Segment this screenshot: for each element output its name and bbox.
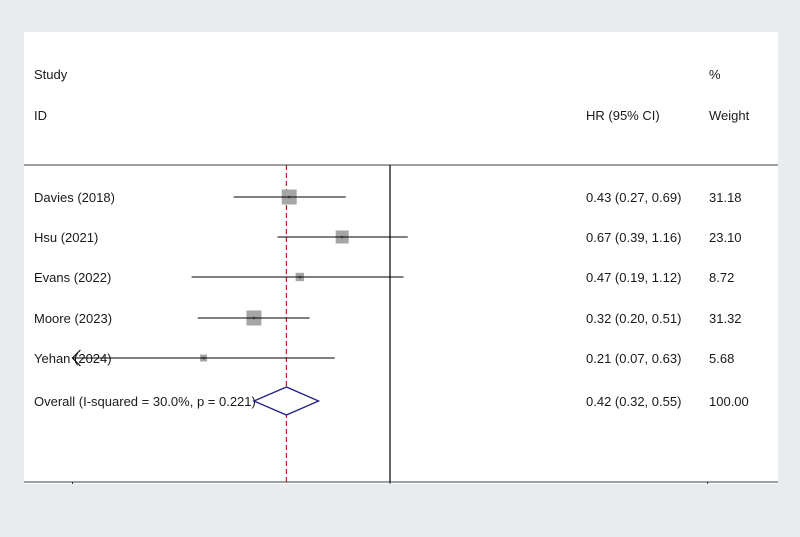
header-id: ID	[34, 108, 47, 123]
overall-hr-ci: 0.42 (0.32, 0.55)	[586, 394, 681, 409]
forest-plot: Study ID HR (95% CI) % Weight Davies (20…	[24, 67, 778, 484]
study-weight: 31.18	[709, 190, 742, 205]
study-hr-ci: 0.67 (0.39, 1.16)	[586, 230, 681, 245]
study-label: Hsu (2021)	[34, 230, 98, 245]
study-hr-ci: 0.21 (0.07, 0.63)	[586, 351, 681, 366]
study-hr-ci: 0.47 (0.19, 1.12)	[586, 270, 681, 285]
study-weight: 8.72	[709, 270, 734, 285]
header-study: Study	[34, 67, 68, 82]
study-hr-ci: 0.43 (0.27, 0.69)	[586, 190, 681, 205]
overall-label: Overall (I-squared = 30.0%, p = 0.221)	[34, 394, 256, 409]
overall-diamond	[252, 386, 321, 416]
ci-truncation-arrow	[71, 349, 81, 367]
study-label: Moore (2023)	[34, 311, 112, 326]
header-weight-percent: %	[709, 67, 721, 82]
study-weight: 5.68	[709, 351, 734, 366]
study-weight: 31.32	[709, 311, 742, 326]
overall-weight: 100.00	[709, 394, 749, 409]
forest-plot-panel: Study ID HR (95% CI) % Weight Davies (20…	[24, 32, 778, 484]
study-hr-ci: 0.32 (0.20, 0.51)	[586, 311, 681, 326]
study-label: Davies (2018)	[34, 190, 115, 205]
study-weight: 23.10	[709, 230, 742, 245]
study-point-estimate	[252, 316, 256, 320]
study-point-estimate	[298, 275, 302, 279]
header-hr-ci: HR (95% CI)	[586, 108, 660, 123]
study-point-estimate	[287, 195, 291, 199]
study-label: Evans (2022)	[34, 270, 111, 285]
header-weight: Weight	[709, 108, 750, 123]
study-point-estimate	[202, 356, 205, 360]
study-point-estimate	[340, 235, 344, 239]
forest-marks: Davies (2018) 0.43 (0.27, 0.69) 31.18 Hsu (…	[34, 165, 749, 484]
